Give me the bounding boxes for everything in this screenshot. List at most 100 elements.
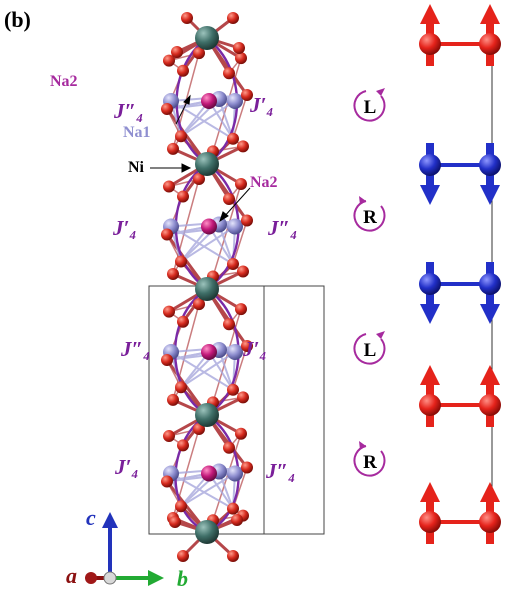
leader-na2-head [219,211,229,223]
leader-na1-head [183,94,191,105]
leader-na2 [222,187,251,219]
oxygen-atom [169,516,181,528]
j4-label-2: J′₄ [249,93,274,117]
oxygen-atom [177,190,189,203]
oxygen-atom [175,381,187,394]
j4-label-7: J′₄ [114,455,139,479]
label-na2-top: Na2 [50,73,78,90]
oxygen-atom [241,89,253,101]
axis-c-label: c [86,505,96,530]
oxygen-atom [227,12,239,24]
rotation-l-indicator: L [353,331,386,365]
oxygen-atom [241,214,253,227]
rotation-arc [353,445,386,477]
ni-atom [195,520,219,544]
oxygen-atom [227,258,239,270]
rotation-label: R [363,207,377,228]
na-o-bond [180,100,236,138]
spin-site [419,154,441,176]
spin-arrowhead [420,4,440,24]
oxygen-atom [227,132,239,145]
spin-pair-up [419,482,501,544]
ni-atom [195,152,219,176]
spin-site [419,511,441,533]
label-ni: Ni [128,159,145,176]
na-o-bond [180,472,236,508]
oxygen-atom [237,140,249,153]
rotation-label: L [364,97,377,118]
spin-pair-up [419,4,501,66]
oxygen-atom [237,391,249,404]
j4-label-4: J″₄ [267,216,297,240]
spin-site [479,33,501,55]
rotation-arc [353,200,386,232]
oxygen-atom [161,475,173,488]
na-o-bond [180,225,236,263]
spin-site [419,273,441,295]
oxygen-atom [223,67,235,80]
oxygen-atom [237,265,249,278]
o-o-edge [232,219,248,265]
na1-atom [227,344,243,360]
axis-c-arrowhead [102,512,118,528]
oxygen-atom [167,142,179,155]
na2-atom [201,93,217,109]
oxygen-atom [235,178,247,190]
oxygen-atom [227,383,239,396]
oxygen-atom [235,427,247,440]
ni-atom [195,403,219,427]
oxygen-atom [235,303,247,316]
rotation-r-indicator: R [353,196,386,232]
rotation-label: L [364,340,377,361]
spin-site [419,394,441,416]
oxygen-atom [163,305,175,318]
spin-arrowhead [480,365,500,385]
oxygen-atom [175,255,187,268]
spin-site [479,511,501,533]
crystal-axes: c a b [66,505,188,591]
rotation-arrowhead [376,88,385,96]
label-leaders [150,94,251,223]
axis-a-end [85,572,97,584]
oxygen-atom [161,103,173,115]
oxygen-atom [193,173,205,185]
rotation-arrowhead [376,331,385,339]
rotation-l-indicator: L [353,88,386,122]
oxygen-atom [241,461,253,474]
o-o-edge [212,308,242,404]
label-na1: Na1 [123,124,151,141]
spin-pair-down [419,262,501,324]
oxygen-atom [233,42,245,54]
o-o-edge [232,94,248,140]
rotation-r-indicator: R [353,441,386,477]
spin-arrowhead [420,482,440,502]
j4-label-8: J″₄ [265,459,295,483]
oxygen-atom [223,441,235,454]
na2-atom [201,344,217,360]
oxygen-atom [223,318,235,331]
spin-arrowhead [420,185,440,205]
rotation-arc [353,333,386,365]
spin-chain [419,4,501,544]
spin-arrowhead [480,304,500,324]
label-na2-mid: Na2 [250,174,278,191]
axis-b-arrowhead [148,570,164,586]
j4-label-5: J″₄ [120,337,150,361]
oxygen-atom [163,430,175,443]
oxygen-atom [227,550,239,562]
oxygen-atom [167,268,179,280]
na-o-bond [180,351,236,389]
spin-site [419,33,441,55]
oxygen-atom [223,193,235,205]
panel-label: (b) [4,7,31,32]
oxygen-atom [227,502,239,515]
rotation-label: R [363,452,377,473]
axis-a-label: a [66,563,77,588]
spin-site [479,394,501,416]
oxygen-atom [177,439,189,452]
spin-site [479,154,501,176]
oxygen-atom [193,298,205,311]
axis-origin [103,571,117,585]
